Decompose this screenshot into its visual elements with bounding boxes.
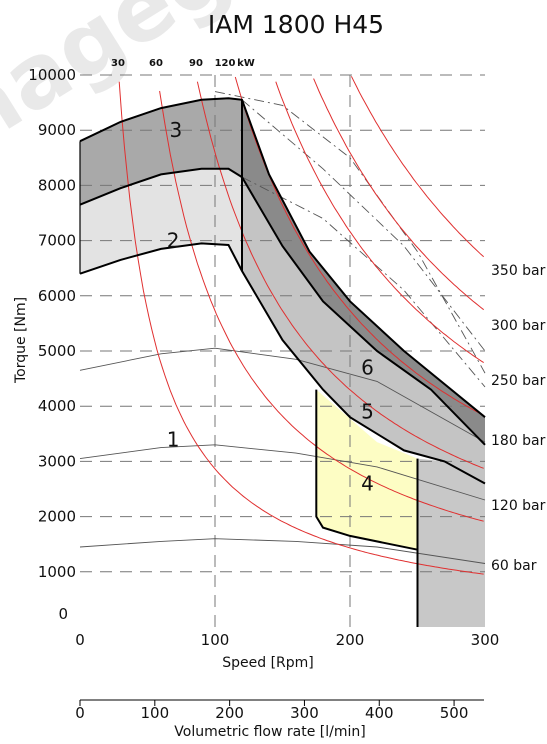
- y-tick-label: 3000: [38, 452, 76, 470]
- y-axis-label: Torque [Nm]: [13, 297, 29, 384]
- chart-labels: 0100020003000400050006000700080009000100…: [28, 58, 545, 722]
- pressure-curve: [79, 538, 486, 564]
- x-tick-label: 300: [471, 631, 500, 649]
- tail-region-fill: [417, 458, 485, 627]
- y-tick-label: 0: [58, 605, 68, 623]
- zone-6-fill: [242, 99, 485, 445]
- pressure-label: 250 bar: [491, 373, 546, 389]
- power-label: 30: [111, 58, 125, 69]
- secondary-x-tick-label: 500: [440, 704, 469, 722]
- pressure-label: 350 bar: [491, 263, 546, 279]
- chart-title: IAM 1800 H45: [208, 10, 384, 39]
- y-tick-label: 4000: [38, 397, 76, 415]
- secondary-x-tick-label: 100: [140, 704, 169, 722]
- y-tick-label: 8000: [38, 176, 76, 194]
- pressure-label: 180 bar: [491, 433, 546, 449]
- outline-180bar: [79, 242, 486, 485]
- power-label: 90: [189, 58, 203, 69]
- pressure-curve: [241, 176, 486, 388]
- x-tick-label: 0: [75, 631, 85, 649]
- secondary-x-axis-label: Volumetric flow rate [l/min]: [174, 724, 365, 740]
- power-curve: [313, 78, 485, 311]
- pressure-curve: [241, 99, 486, 352]
- pressure-curve: [214, 91, 486, 374]
- y-tick-label: 9000: [38, 121, 76, 139]
- zone-3-fill: [80, 98, 485, 445]
- y-tick-label: 6000: [38, 287, 76, 305]
- pressure-curves: [79, 91, 486, 564]
- power-curve: [234, 76, 484, 416]
- y-tick-label: 1000: [38, 563, 76, 581]
- power-label: 120: [215, 58, 236, 69]
- zone-label: 1: [167, 427, 180, 451]
- x-tick-label: 100: [201, 631, 230, 649]
- secondary-x-tick-label: 400: [365, 704, 394, 722]
- pressure-curve: [79, 444, 486, 501]
- x-axis-label: Speed [Rpm]: [222, 655, 314, 671]
- zone-4-fill: [316, 389, 418, 550]
- power-curve: [118, 81, 484, 575]
- zone-label: 2: [167, 229, 180, 253]
- secondary-x-tick-label: 200: [215, 704, 244, 722]
- power-curve: [159, 90, 484, 522]
- power-curve: [275, 81, 484, 364]
- secondary-x-tick-label: 0: [75, 704, 85, 722]
- outline-zone4: [315, 389, 418, 551]
- y-tick-label: 5000: [38, 342, 76, 360]
- secondary-x-tick-label: 300: [290, 704, 319, 722]
- y-tick-label: 10000: [28, 66, 76, 84]
- zone-5-fill: [242, 177, 485, 484]
- x-tick-label: 200: [336, 631, 365, 649]
- power-label: kW: [237, 58, 255, 69]
- power-curves: [118, 76, 485, 575]
- y-tick-label: 7000: [38, 232, 76, 250]
- pressure-label: 60 bar: [491, 558, 537, 574]
- envelope-outlines: [79, 97, 486, 627]
- y-tick-label: 2000: [38, 508, 76, 526]
- power-curve: [350, 76, 485, 258]
- zone-label: 5: [361, 400, 374, 424]
- pressure-label: 120 bar: [491, 498, 546, 514]
- zone-label: 3: [169, 118, 182, 142]
- pressure-curve: [79, 347, 486, 443]
- zone-fills: [80, 98, 485, 627]
- outline-300bar: [79, 97, 486, 418]
- power-label: 60: [149, 58, 163, 69]
- pressure-label: 300 bar: [491, 318, 546, 334]
- zone-label: 6: [361, 356, 374, 380]
- zone-label: 4: [361, 471, 374, 495]
- power-curve: [196, 81, 484, 469]
